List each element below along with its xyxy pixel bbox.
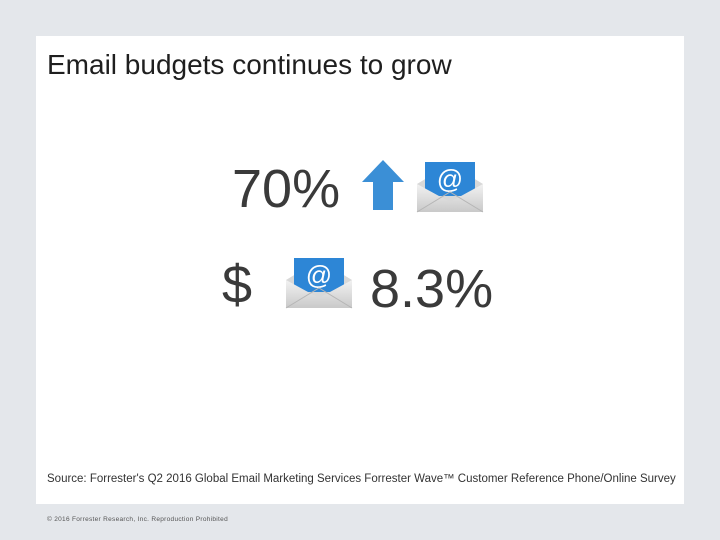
at-symbol: @ xyxy=(437,164,463,194)
email-envelope-icon: @ xyxy=(285,258,353,309)
copyright-notice: © 2016 Forrester Research, Inc. Reproduc… xyxy=(47,516,228,523)
at-symbol: @ xyxy=(306,260,332,290)
stat-currency: $ xyxy=(222,255,253,315)
up-arrow-icon xyxy=(362,160,404,210)
source-note: Source: Forrester's Q2 2016 Global Email… xyxy=(47,473,676,485)
email-envelope-icon: @ xyxy=(416,162,484,213)
stat-percent: 70% xyxy=(232,159,341,219)
slide-title: Email budgets continues to grow xyxy=(47,49,452,80)
slide: Email budgets continues to grow 70% @ $ … xyxy=(36,36,684,523)
stat-growth: 8.3% xyxy=(370,259,494,319)
